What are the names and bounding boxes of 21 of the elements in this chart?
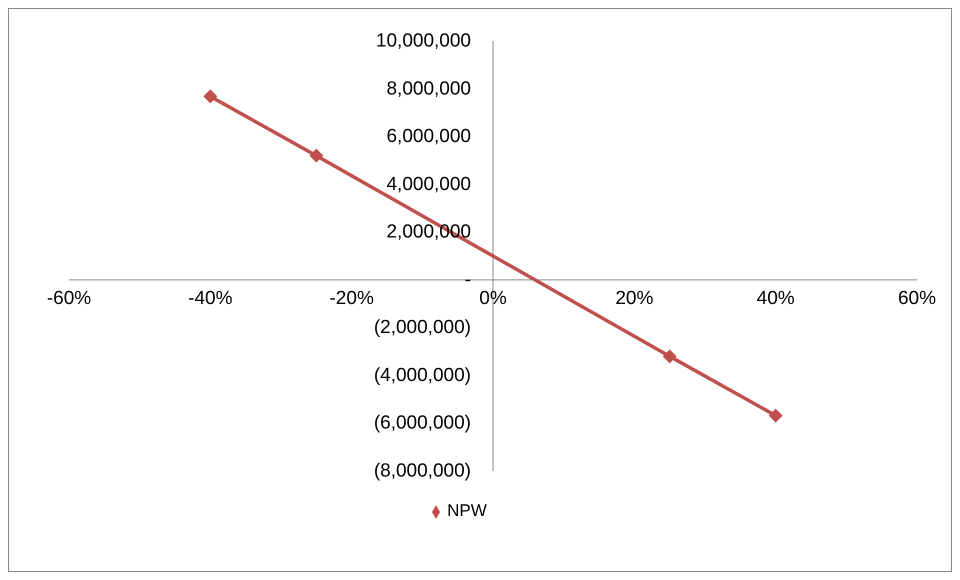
- x-tick-label: 20%: [615, 288, 654, 309]
- x-tick-label: -20%: [329, 288, 374, 309]
- x-tick-label: 60%: [898, 288, 936, 309]
- point: [662, 349, 677, 364]
- legend-label: NPW: [447, 501, 487, 520]
- point: [768, 408, 783, 423]
- y-tick-label: 10,000,000: [376, 30, 471, 52]
- x-tick-label: 40%: [756, 288, 795, 309]
- y-tick-label: (8,000,000): [374, 460, 471, 482]
- x-tick-label: -60%: [46, 288, 92, 309]
- x-tick-label: -40%: [188, 288, 233, 309]
- y-tick-label: 4,000,000: [386, 174, 471, 195]
- y-tick-label: (4,000,000): [374, 364, 471, 386]
- point: [203, 89, 218, 104]
- y-tick-label: -: [464, 269, 471, 290]
- y-tick-label: 8,000,000: [386, 78, 471, 100]
- y-tick-label: (6,000,000): [374, 412, 471, 434]
- point: [309, 148, 324, 163]
- y-tick-label: 6,000,000: [386, 126, 471, 148]
- y-tick-label: (2,000,000): [374, 317, 471, 338]
- x-tick-label: 0%: [479, 288, 507, 309]
